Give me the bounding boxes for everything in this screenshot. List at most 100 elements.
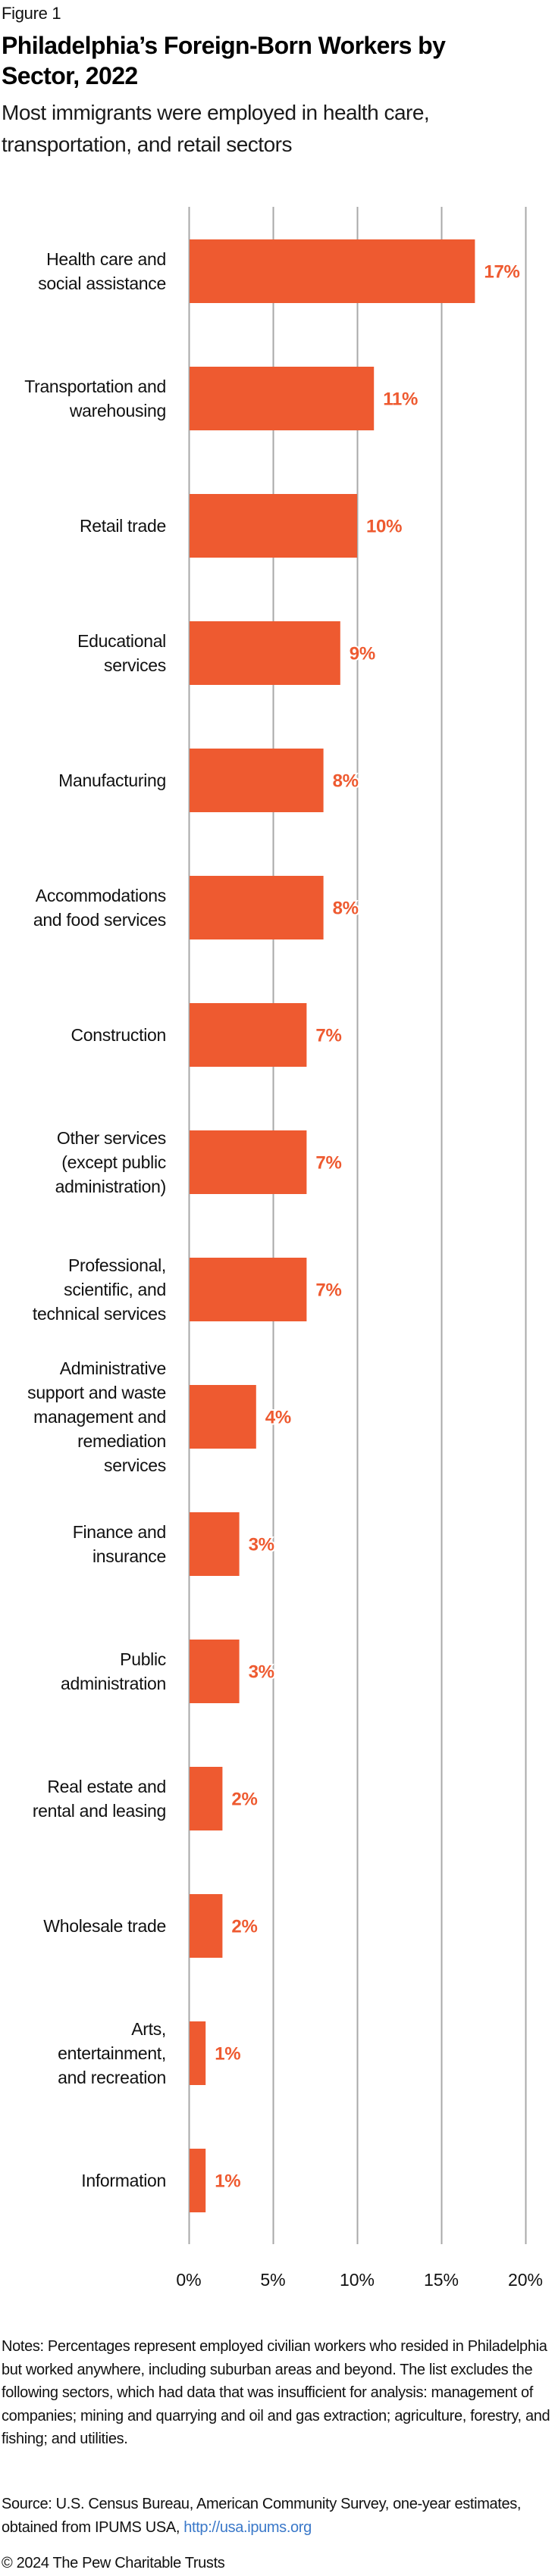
category-label-line: Real estate and xyxy=(47,1777,166,1796)
category-label: Retail trade xyxy=(80,516,166,536)
category-label: Finance and insurance xyxy=(73,1522,166,1566)
category-label-line: scientific, and xyxy=(64,1280,166,1299)
category-label-line: rental and leasing xyxy=(33,1801,166,1821)
category-labels: Health care and social assistance Transpor… xyxy=(24,249,166,2190)
category-label-line: support and waste xyxy=(27,1383,166,1402)
category-label-line: services xyxy=(104,655,166,675)
category-label-line: Administrative xyxy=(60,1358,166,1378)
x-tick-label: 10% xyxy=(340,2270,375,2290)
bar xyxy=(190,1130,307,1194)
category-label-line: and recreation xyxy=(58,2068,166,2087)
category-label-line: Arts, xyxy=(131,2019,166,2039)
bar xyxy=(190,494,357,558)
category-label-line: Retail trade xyxy=(80,516,166,536)
bar-value-label: 9% xyxy=(350,644,375,664)
category-label: Health care and social assistance xyxy=(38,249,166,293)
chart-title-line: Philadelphia’s Foreign-Born Workers by xyxy=(2,32,446,59)
x-axis-tick-labels: 0% 5% 10% 15% 20% xyxy=(176,2270,543,2290)
category-label: Professional, scientific, and technical se… xyxy=(33,1255,166,1324)
bar xyxy=(190,239,475,303)
bar xyxy=(190,1258,307,1321)
bar-value-label: 8% xyxy=(333,899,359,919)
category-label-line: entertainment, xyxy=(58,2043,166,2063)
bar-value-label: 3% xyxy=(249,1662,274,1683)
category-label-line: administration) xyxy=(55,1177,166,1196)
category-label: Educational services xyxy=(77,631,166,675)
category-label: Public administration xyxy=(61,1649,166,1693)
category-label-line: technical services xyxy=(33,1304,166,1324)
bar-value-label: 7% xyxy=(315,1153,341,1174)
bar-value-label: 2% xyxy=(231,1790,257,1810)
category-label: Accommodations and food services xyxy=(33,886,166,930)
category-label-line: Information xyxy=(81,2171,166,2190)
category-label-line: Finance and xyxy=(73,1522,166,1542)
category-label-line: Professional, xyxy=(68,1255,166,1275)
category-label-line: Health care and xyxy=(46,249,166,269)
source-text: Source: U.S. Census Bureau, American Com… xyxy=(2,2496,522,2536)
category-label-line: social assistance xyxy=(38,274,166,293)
bar xyxy=(190,1640,240,1703)
source-link[interactable]: http://usa.ipums.org xyxy=(183,2518,312,2536)
category-label: Transportation and warehousing xyxy=(24,377,166,420)
x-tick-label: 5% xyxy=(260,2270,285,2290)
category-label-line: Accommodations xyxy=(36,886,166,905)
bar xyxy=(190,367,375,430)
bar xyxy=(190,1767,223,1830)
bar-value-label: 4% xyxy=(265,1408,291,1428)
category-label-line: Educational xyxy=(77,631,166,651)
bar xyxy=(190,1003,307,1067)
bar xyxy=(190,621,340,685)
copyright: © 2024 The Pew Charitable Trusts xyxy=(2,2555,225,2571)
bar-value-label: 3% xyxy=(249,1535,274,1555)
chart-subtitle-line: Most immigrants were employed in health … xyxy=(2,101,430,124)
category-label-line: Transportation and xyxy=(24,377,166,396)
bar-chart: 17% 11% 10% 9% 8% 8% 7% 7% 7% 4% 3% 3% 2% 2% 1% 1% Heal… xyxy=(24,207,543,2290)
category-label-line: insurance xyxy=(92,1546,166,1566)
bar xyxy=(190,2149,206,2212)
chart-notes: Notes: Percentages represent employed ci… xyxy=(2,2338,550,2447)
category-label: Wholesale trade xyxy=(43,1916,166,1936)
category-label: Arts, entertainment, and recreation xyxy=(58,2019,166,2087)
x-tick-label: 0% xyxy=(176,2270,201,2290)
chart-title-line: Sector, 2022 xyxy=(2,62,138,89)
x-tick-label: 20% xyxy=(508,2270,543,2290)
value-labels: 17% 11% 10% 9% 8% 8% 7% 7% 7% 4% 3% 3% 2% 2% 1% 1% xyxy=(213,261,522,2193)
bars xyxy=(190,239,475,2212)
category-label: Information xyxy=(81,2171,166,2190)
bar-value-label: 11% xyxy=(383,389,418,410)
bar-value-label: 8% xyxy=(333,771,359,792)
bar xyxy=(190,1512,240,1576)
bar-value-label: 17% xyxy=(484,262,519,283)
category-label: Administrative support and waste managemen… xyxy=(27,1358,166,1475)
category-label: Other services (except public administrati… xyxy=(55,1128,166,1196)
bar xyxy=(190,2021,206,2085)
category-label-line: Wholesale trade xyxy=(43,1916,166,1936)
category-label-line: management and xyxy=(33,1407,166,1427)
category-label-line: administration xyxy=(61,1674,166,1693)
category-label-line: Construction xyxy=(71,1025,166,1045)
category-label-line: services xyxy=(104,1455,166,1475)
category-label: Construction xyxy=(71,1025,166,1045)
chart-subtitle-line: transportation, and retail sectors xyxy=(2,133,292,156)
category-label-line: remediation xyxy=(77,1431,166,1451)
bar xyxy=(190,749,324,812)
category-label-line: Manufacturing xyxy=(58,771,166,790)
x-tick-label: 15% xyxy=(424,2270,459,2290)
bar-value-label: 1% xyxy=(215,2171,240,2192)
bar-value-label: 7% xyxy=(315,1026,341,1046)
bar-value-label: 1% xyxy=(215,2044,240,2065)
bar xyxy=(190,876,324,939)
chart-source: Source: U.S. Census Bureau, American Com… xyxy=(2,2493,552,2539)
bar-value-label: 2% xyxy=(231,1917,257,1937)
category-label-line: (except public xyxy=(61,1152,166,1172)
bar-value-label: 10% xyxy=(366,517,402,537)
chart-subtitle: Most immigrants were employed in health … xyxy=(2,97,547,161)
category-label-line: Public xyxy=(120,1649,166,1669)
bar xyxy=(190,1385,256,1449)
category-label-line: Other services xyxy=(57,1128,166,1148)
bar-value-label: 7% xyxy=(315,1280,341,1301)
category-label-line: warehousing xyxy=(69,401,166,420)
category-label: Manufacturing xyxy=(58,771,166,790)
category-label-line: and food services xyxy=(33,910,166,930)
category-label: Real estate and rental and leasing xyxy=(33,1777,166,1821)
